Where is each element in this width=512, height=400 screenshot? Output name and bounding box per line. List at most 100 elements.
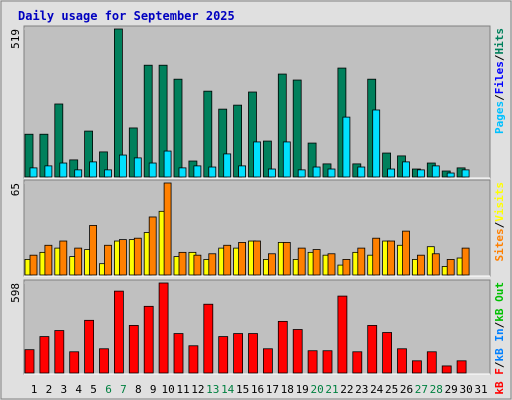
legend-entry: Pages [493,101,506,134]
bar [372,109,381,178]
bar [248,91,257,178]
x-tick-label: 8 [135,383,142,396]
legend-entry: kB Out [493,282,506,322]
bar [208,166,217,178]
x-tick-label: 7 [120,383,127,396]
bar [84,130,93,178]
bar [193,254,202,276]
bar [99,151,108,178]
bar [89,225,97,276]
x-tick-label: 31 [474,383,487,396]
x-tick-label: 1 [31,383,38,396]
bar [69,159,79,178]
legend-entry: / [493,221,506,228]
bar [322,350,333,374]
bar [292,329,303,374]
bar [128,127,138,178]
bar [148,216,157,276]
bar [461,169,470,178]
bar [44,165,53,178]
bar [39,336,50,374]
bar [312,249,321,276]
x-tick-label: 13 [206,383,219,396]
x-tick-label: 19 [296,383,309,396]
bar [387,168,396,178]
bar [411,360,422,374]
bar [431,165,440,178]
bar [441,365,452,374]
bar [342,259,351,276]
bar [218,336,229,374]
bar [461,247,470,276]
x-tick-label: 28 [430,383,443,396]
bar [416,254,425,276]
bar [39,133,49,178]
bar [59,162,68,178]
bar [133,157,142,178]
x-tick-label: 26 [400,383,413,396]
bar [372,237,381,276]
bar [208,253,217,276]
bar [114,290,124,374]
bar [24,133,34,178]
bar [148,162,157,178]
bar [74,247,83,276]
bar [233,104,243,178]
bar [29,254,38,276]
legend-entry: Sites [493,228,506,261]
legend-entry: / [493,361,506,368]
bar [367,325,378,374]
bar [456,360,467,374]
bar [104,169,112,178]
bar [119,154,127,178]
x-tick-label: 15 [236,383,249,396]
bar [114,28,123,178]
x-tick-label: 6 [105,383,112,396]
legend-entry: Files [493,61,506,94]
x-tick-label: 30 [459,383,472,396]
bar [307,142,317,178]
x-tick-label: 17 [266,383,279,396]
bar [104,244,112,276]
x-tick-label: 10 [161,383,174,396]
bar [119,239,127,276]
bar [193,165,202,178]
bar [262,348,273,374]
bar [267,168,276,178]
bar [84,319,94,374]
y-tick-label: 519 [9,29,22,49]
x-tick-label: 5 [90,383,97,396]
x-tick-label: 29 [445,383,458,396]
bar [203,303,214,374]
x-tick-label: 21 [325,383,338,396]
legend-entry: / [493,94,506,101]
bar [402,230,410,276]
bar [382,152,392,178]
legend-entry: kB F [493,368,506,395]
bar [203,90,213,178]
bar [99,348,109,374]
bar [307,350,318,374]
bar [143,64,153,178]
bar [446,259,455,276]
y-tick-label: 598 [9,283,22,303]
bar [238,165,247,178]
x-tick-label: 12 [191,383,204,396]
bar [128,325,139,374]
bar [173,78,183,178]
x-tick-label: 23 [355,383,368,396]
bar [223,244,232,276]
bar [426,351,437,374]
bar [54,103,64,178]
y-tick-label: 65 [9,183,22,196]
bar [282,141,291,178]
x-tick-label: 20 [310,383,323,396]
bar [74,169,83,178]
bar [143,305,154,374]
bar [188,345,199,374]
bar [178,251,187,276]
x-tick-label: 18 [281,383,294,396]
x-tick-label: 4 [75,383,82,396]
bar [24,349,35,374]
